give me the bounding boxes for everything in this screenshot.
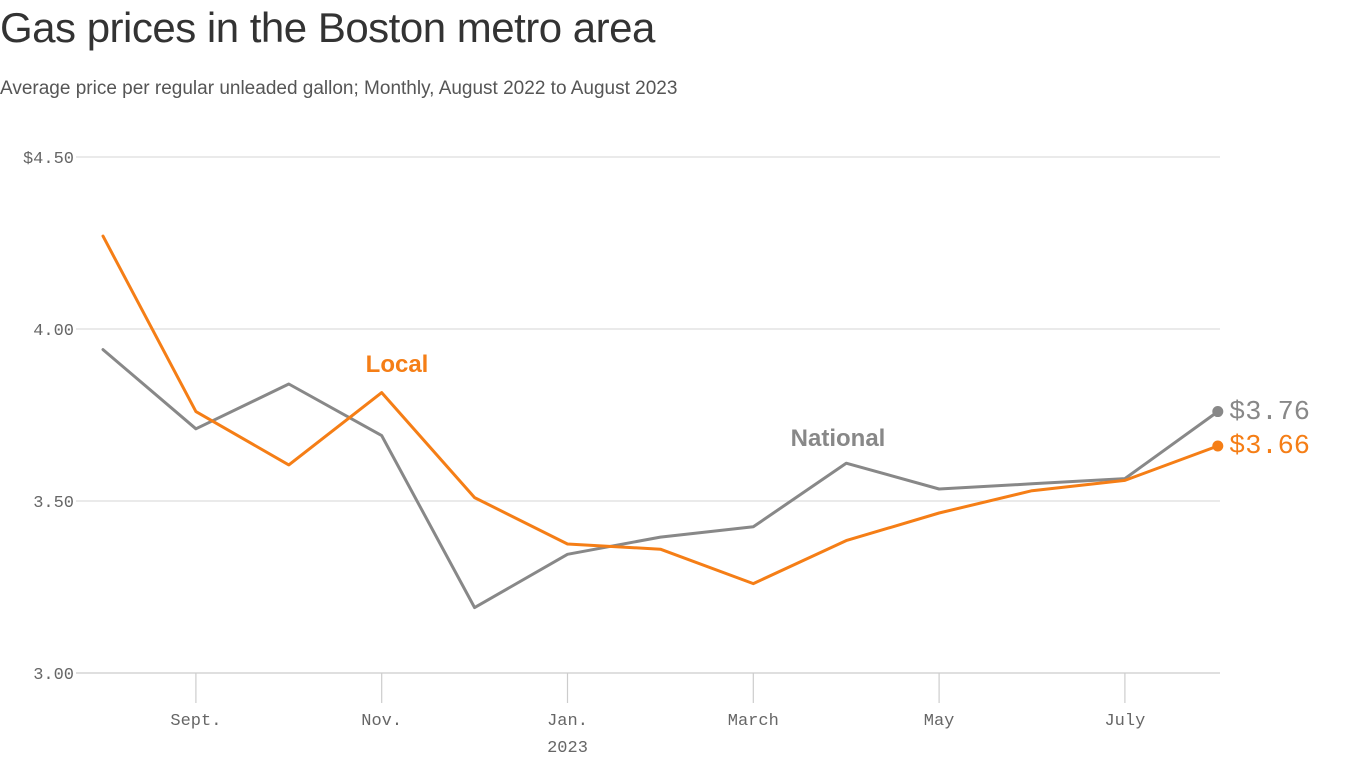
local-series-line (101, 234, 1220, 586)
x-tick-label: Sept. (170, 712, 221, 731)
x-tick-label: Nov. (361, 712, 402, 731)
x-tick-label: Jan. (547, 712, 588, 731)
chart-title: Gas prices in the Boston metro area (0, 4, 655, 51)
y-tick-label: 3.00 (33, 666, 74, 685)
y-tick-label: 3.50 (33, 494, 74, 513)
x-tick-sublabel: 2023 (547, 739, 588, 758)
national-series-line (101, 348, 1220, 610)
local-end-point (1212, 440, 1224, 452)
local-end-value-label: $3.66 (1229, 432, 1310, 462)
national-series-label: National (791, 425, 886, 452)
x-tick-label: May (924, 712, 955, 731)
chart-subtitle: Average price per regular unleaded gallo… (0, 78, 678, 99)
national-end-value-label: $3.76 (1229, 398, 1310, 428)
local-series-label: Local (366, 351, 429, 378)
x-tick-label: March (728, 712, 779, 731)
x-tick-label: July (1104, 712, 1145, 731)
y-tick-label: 4.00 (33, 322, 74, 341)
y-tick-label: $4.50 (23, 150, 74, 169)
national-end-point (1212, 406, 1224, 418)
